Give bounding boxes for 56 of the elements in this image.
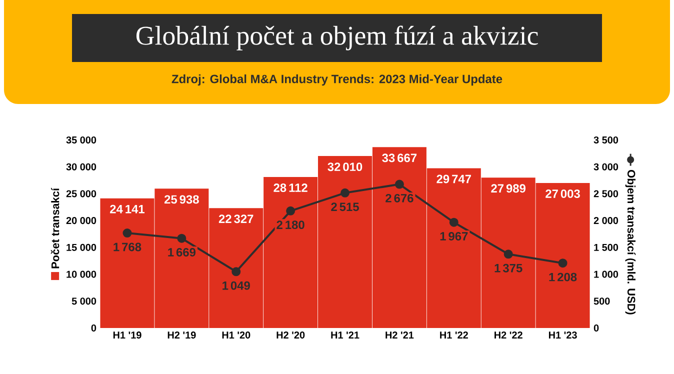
data-label: 1 669 bbox=[168, 248, 196, 257]
y-tick-label: 20 000 bbox=[66, 217, 96, 224]
data-label: 2 676 bbox=[386, 194, 414, 202]
data-label: 29 747 bbox=[436, 174, 471, 184]
point bbox=[340, 188, 350, 198]
data-label: 1 208 bbox=[549, 272, 577, 282]
point bbox=[558, 258, 568, 268]
y2-tick-label: 0 bbox=[594, 324, 599, 332]
y2-tick-label: 1 000 bbox=[594, 270, 618, 278]
x-tick-label: H1 '20 bbox=[222, 332, 250, 339]
y2-tick-label: 2 500 bbox=[594, 190, 618, 198]
y2-tick-label: 3 000 bbox=[594, 163, 618, 170]
y-tick-label: 0 bbox=[91, 324, 96, 332]
data-label: 24 141 bbox=[110, 204, 144, 214]
point bbox=[232, 267, 241, 276]
data-label: 1 375 bbox=[494, 264, 522, 272]
point bbox=[504, 250, 513, 259]
data-label: 22 327 bbox=[218, 214, 254, 224]
y2-tick-label: 3 500 bbox=[594, 136, 618, 144]
point bbox=[394, 180, 404, 189]
y2-axis-title: Objem transakcí (mld. USD) bbox=[625, 170, 636, 314]
x-tick-label: H1 '22 bbox=[440, 332, 468, 338]
data-label: 33 667 bbox=[382, 154, 417, 162]
data-label: 1 967 bbox=[440, 232, 468, 240]
data-label: 25 938 bbox=[164, 195, 199, 204]
x-tick-label: H2 '20 bbox=[276, 332, 305, 339]
y-tick-label: 10 000 bbox=[66, 270, 96, 278]
x-tick-label: H1 '23 bbox=[548, 332, 577, 339]
data-label: 1 768 bbox=[114, 242, 142, 252]
y-tick-label: 30 000 bbox=[66, 163, 96, 170]
y-tick-label: 25 000 bbox=[66, 190, 96, 198]
point bbox=[286, 206, 296, 216]
y-tick-label: 15 000 bbox=[66, 244, 96, 251]
y2-tick-label: 500 bbox=[594, 298, 610, 305]
point bbox=[122, 228, 132, 238]
data-label: 27 989 bbox=[491, 184, 526, 193]
x-tick-label: H1 '21 bbox=[331, 332, 360, 338]
x-tick-label: H2 '22 bbox=[494, 332, 522, 338]
data-label: 1 049 bbox=[222, 281, 250, 290]
x-tick-label: H2 '21 bbox=[386, 332, 414, 338]
x-tick-label: H1 '19 bbox=[113, 332, 142, 339]
y-tick-label: 35 000 bbox=[66, 136, 96, 144]
data-label: 28 112 bbox=[274, 184, 308, 192]
y-axis-title: Počet transakcí bbox=[50, 188, 60, 268]
y2-tick-label: 1 500 bbox=[594, 244, 618, 251]
data-label: 2 515 bbox=[331, 202, 359, 212]
y2-tick-label: 2 000 bbox=[594, 217, 618, 224]
x-tick-label: H2 '19 bbox=[168, 332, 196, 339]
chart-subtitle: Zdroj: Global M&A Industry Trends: 2023 Mid-Year Update bbox=[172, 74, 502, 86]
data-label: 32 010 bbox=[328, 162, 362, 172]
chart-title: Globální počet a objem fúzí a akvizic bbox=[136, 26, 538, 50]
point bbox=[177, 234, 186, 243]
data-label: 2 180 bbox=[276, 220, 304, 230]
data-label: 27 003 bbox=[546, 189, 580, 198]
y-tick-label: 5 000 bbox=[72, 298, 96, 305]
point bbox=[449, 218, 458, 227]
